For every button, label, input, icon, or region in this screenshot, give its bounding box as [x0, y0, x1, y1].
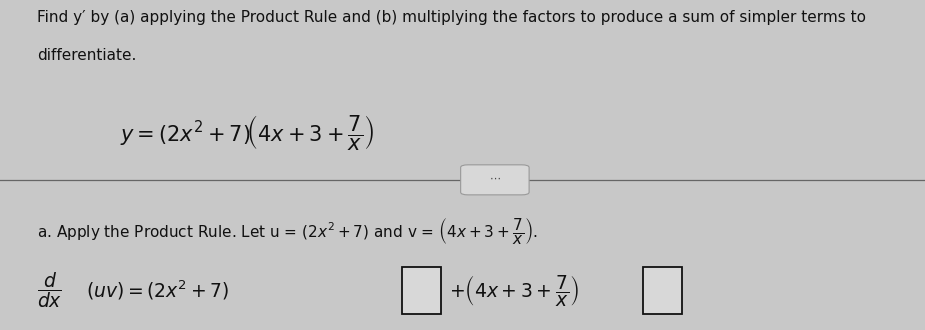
Text: differentiate.: differentiate.: [37, 48, 136, 63]
Text: $(uv) = \left(2x^2+7\right)$: $(uv) = \left(2x^2+7\right)$: [86, 279, 229, 302]
Bar: [643, 267, 682, 314]
Text: Find y′ by (a) applying the Product Rule and (b) multiplying the factors to prod: Find y′ by (a) applying the Product Rule…: [37, 10, 866, 25]
FancyBboxPatch shape: [461, 165, 529, 195]
Text: $\dfrac{d}{dx}$: $\dfrac{d}{dx}$: [37, 271, 62, 310]
Text: $+\left(4x+3+\dfrac{7}{x}\right)$: $+\left(4x+3+\dfrac{7}{x}\right)$: [449, 273, 579, 308]
Text: ⋯: ⋯: [489, 174, 500, 184]
Text: $y = \left(2x^2+7\right)\!\left(4x+3+\dfrac{7}{x}\right)$: $y = \left(2x^2+7\right)\!\left(4x+3+\df…: [120, 113, 375, 151]
Text: a. Apply the Product Rule. Let u = $\left(2x^2+7\right)$ and v = $\left(4x+3+\df: a. Apply the Product Rule. Let u = $\lef…: [37, 216, 537, 246]
Bar: [402, 267, 441, 314]
